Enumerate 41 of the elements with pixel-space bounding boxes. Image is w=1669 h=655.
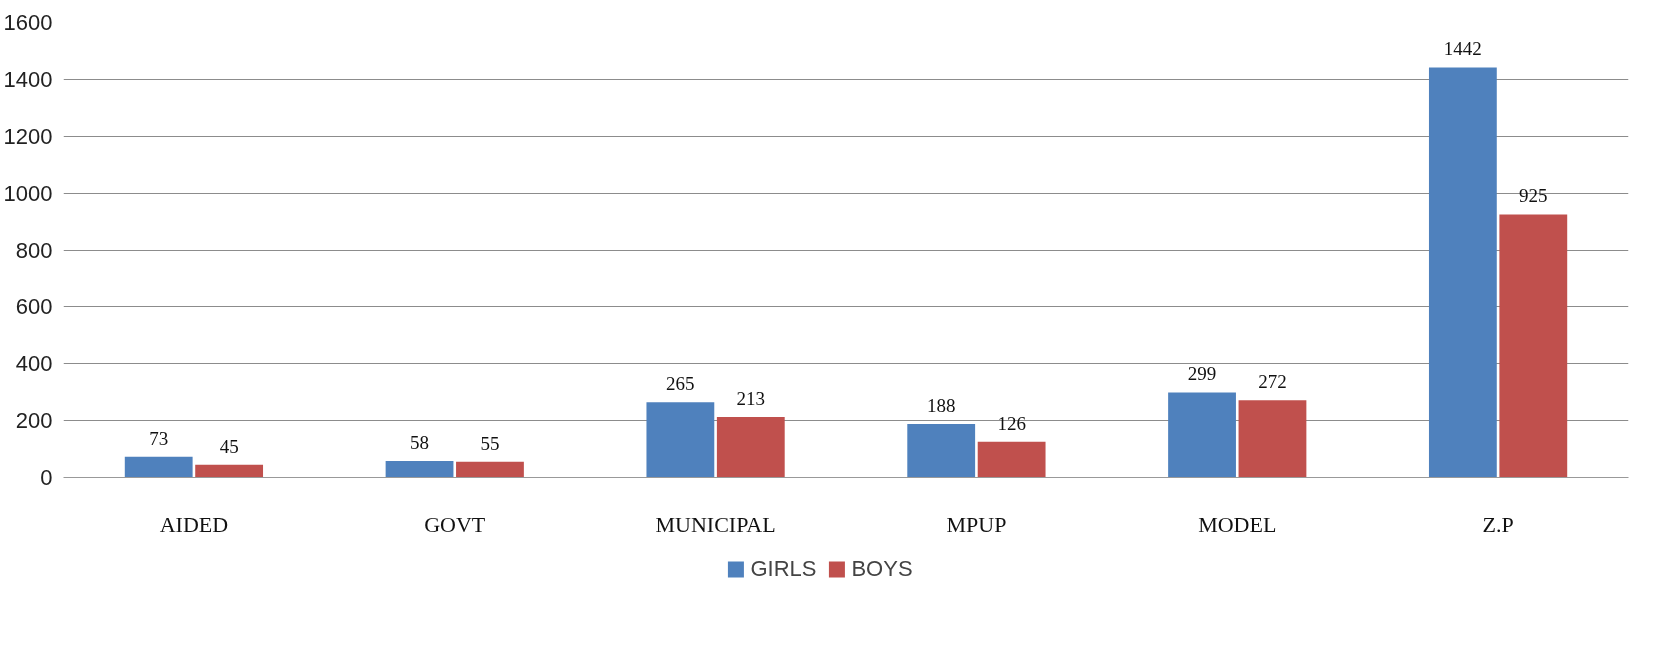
y-tick-label: 1600 [3, 10, 53, 35]
x-tick-label: GOVT [424, 511, 486, 537]
bar [977, 441, 1046, 478]
bar [385, 461, 454, 478]
data-label: 925 [1519, 185, 1548, 207]
y-tick-label: 200 [15, 408, 53, 434]
y-tick-label: 0 [40, 465, 53, 490]
data-label: 188 [926, 395, 956, 417]
data-label: 58 [410, 432, 430, 454]
bar [646, 402, 715, 478]
data-label: 55 [480, 432, 500, 454]
x-tick-label: MUNICIPAL [655, 511, 776, 537]
data-label: 265 [666, 373, 695, 395]
data-label: 126 [997, 412, 1026, 434]
data-label: 45 [219, 435, 239, 457]
y-tick-label: 800 [15, 237, 53, 263]
y-tick-label: 1000 [3, 180, 53, 206]
bar [1238, 400, 1307, 478]
legend-label: GIRLS [750, 556, 817, 582]
x-tick-label: Z.P [1482, 511, 1514, 537]
bar [456, 461, 524, 478]
y-tick-label: 400 [15, 351, 53, 377]
y-tick-label: 600 [15, 294, 53, 320]
bar [1168, 392, 1236, 478]
bar [1499, 214, 1568, 478]
bar [907, 424, 976, 478]
y-tick-label: 1200 [3, 123, 53, 149]
data-label: 299 [1187, 363, 1217, 385]
x-tick-label: MODEL [1198, 511, 1277, 537]
bar [716, 416, 785, 478]
x-tick-label: MPUP [946, 511, 1007, 537]
data-label: 73 [149, 427, 169, 449]
data-label: 272 [1258, 371, 1287, 393]
y-tick-label: 1400 [3, 66, 53, 92]
bar [124, 456, 193, 478]
legend-label: BOYS [851, 556, 913, 582]
bar [195, 464, 264, 478]
bar [1428, 67, 1497, 478]
x-tick-label: AIDED [159, 511, 229, 537]
data-label: 1442 [1443, 38, 1482, 60]
data-label: 213 [736, 387, 766, 409]
